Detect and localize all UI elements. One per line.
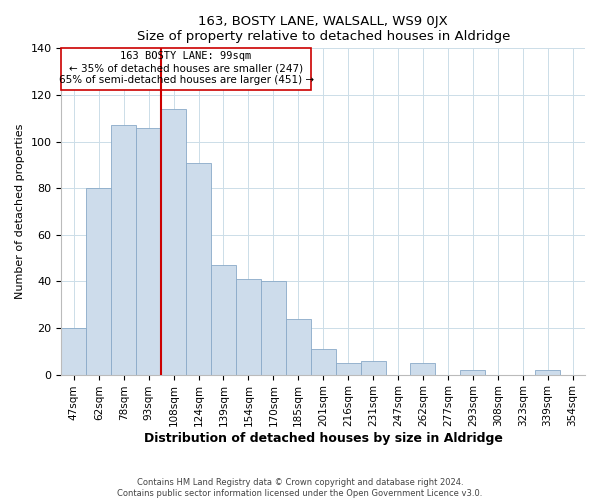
- Bar: [286, 318, 311, 374]
- Bar: [261, 282, 286, 374]
- Bar: [335, 363, 361, 374]
- Title: 163, BOSTY LANE, WALSALL, WS9 0JX
Size of property relative to detached houses i: 163, BOSTY LANE, WALSALL, WS9 0JX Size o…: [137, 15, 510, 43]
- Bar: [136, 128, 161, 374]
- Text: ← 35% of detached houses are smaller (247): ← 35% of detached houses are smaller (24…: [69, 63, 303, 73]
- Bar: [111, 125, 136, 374]
- Text: Contains HM Land Registry data © Crown copyright and database right 2024.
Contai: Contains HM Land Registry data © Crown c…: [118, 478, 482, 498]
- Bar: [460, 370, 485, 374]
- Text: 163 BOSTY LANE: 99sqm: 163 BOSTY LANE: 99sqm: [121, 52, 251, 62]
- Bar: [410, 363, 436, 374]
- Bar: [211, 265, 236, 374]
- Bar: [186, 162, 211, 374]
- X-axis label: Distribution of detached houses by size in Aldridge: Distribution of detached houses by size …: [144, 432, 503, 445]
- Bar: [61, 328, 86, 374]
- Y-axis label: Number of detached properties: Number of detached properties: [15, 124, 25, 299]
- FancyBboxPatch shape: [61, 48, 311, 90]
- Bar: [86, 188, 111, 374]
- Bar: [236, 279, 261, 374]
- Bar: [361, 360, 386, 374]
- Text: 65% of semi-detached houses are larger (451) →: 65% of semi-detached houses are larger (…: [59, 75, 314, 85]
- Bar: [311, 349, 335, 374]
- Bar: [535, 370, 560, 374]
- Bar: [161, 109, 186, 374]
